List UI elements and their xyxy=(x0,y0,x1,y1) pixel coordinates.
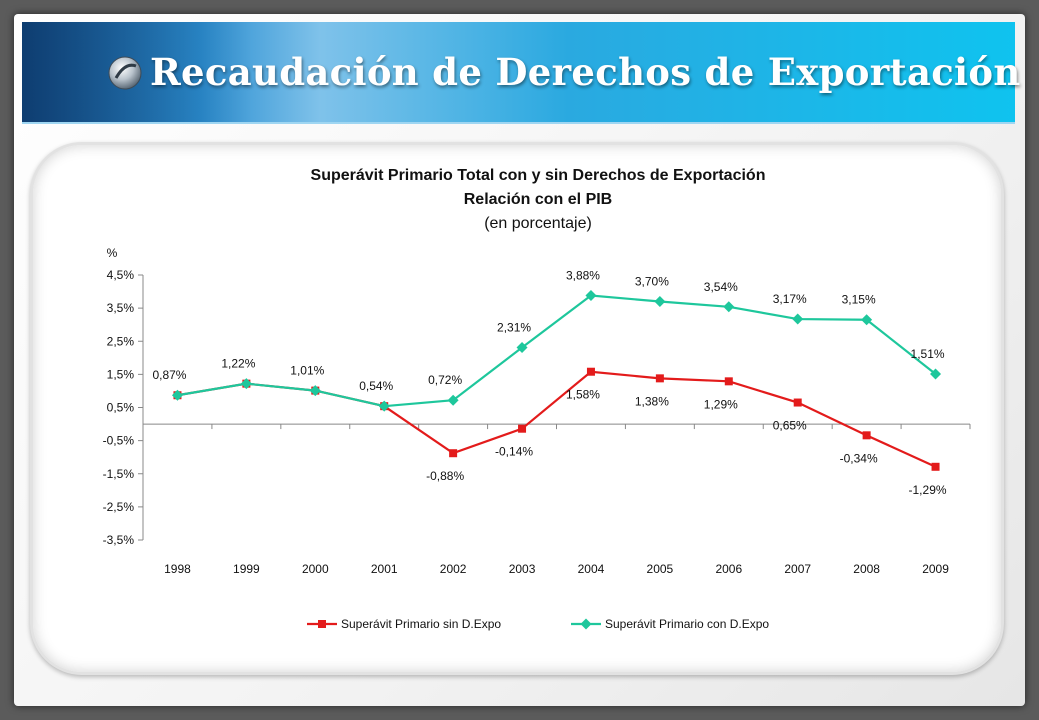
x-tick-label: 2007 xyxy=(784,562,811,576)
data-point-square xyxy=(586,367,595,376)
data-label: 2,31% xyxy=(497,321,531,335)
data-label: 1,29% xyxy=(704,397,738,411)
data-label: 3,17% xyxy=(773,292,807,306)
data-point-diamond xyxy=(309,385,321,397)
x-tick-label: 2002 xyxy=(440,562,467,576)
x-tick-label: 1998 xyxy=(164,562,191,576)
x-tick-label: 2001 xyxy=(371,562,398,576)
series-line xyxy=(177,294,937,408)
data-label: 0,87% xyxy=(152,368,186,382)
y-tick-label: 3,5% xyxy=(107,301,135,315)
data-point-diamond xyxy=(792,313,804,325)
data-label: 1,38% xyxy=(635,394,669,408)
legend-label: Superávit Primario sin D.Expo xyxy=(341,617,501,631)
data-point-diamond xyxy=(240,378,252,390)
x-tick-label: 1999 xyxy=(233,562,260,576)
y-tick-label: -2,5% xyxy=(103,500,135,514)
data-label: -0,34% xyxy=(840,451,878,465)
data-label: -0,88% xyxy=(426,469,464,483)
data-point-square xyxy=(655,374,664,383)
data-point-square xyxy=(931,462,940,471)
data-point-square xyxy=(518,424,527,433)
y-tick-label: 2,5% xyxy=(107,334,135,348)
data-label: 1,58% xyxy=(566,388,600,402)
sphere-bullet-icon xyxy=(108,56,142,90)
data-point-diamond xyxy=(516,342,528,354)
data-label: 3,70% xyxy=(635,275,669,289)
data-label: 3,54% xyxy=(704,280,738,294)
data-point-square xyxy=(318,620,326,628)
data-point-diamond xyxy=(585,290,597,302)
chart-subtitle: Relación con el PIB xyxy=(464,191,612,208)
data-point-diamond xyxy=(171,389,183,401)
x-tick-label: 2009 xyxy=(922,562,949,576)
x-tick-label: 2004 xyxy=(578,562,605,576)
title-banner: Recaudación de Derechos de Exportación xyxy=(22,22,1020,124)
y-tick-label: 0,5% xyxy=(107,401,135,415)
x-tick-label: 2003 xyxy=(509,562,536,576)
data-label: 1,51% xyxy=(911,347,945,361)
chart-title: Superávit Primario Total con y sin Derec… xyxy=(311,167,766,184)
slide: Recaudación de Derechos de Exportación S… xyxy=(14,14,1025,706)
data-point-diamond xyxy=(861,314,873,326)
data-point-diamond xyxy=(930,368,942,380)
data-label: 1,22% xyxy=(221,357,255,371)
slide-title: Recaudación de Derechos de Exportación xyxy=(150,50,1021,94)
data-label: -1,29% xyxy=(909,483,947,497)
x-tick-label: 2000 xyxy=(302,562,329,576)
y-tick-label: -1,5% xyxy=(103,467,135,481)
y-tick-label: -3,5% xyxy=(103,533,135,547)
chart: Superávit Primario Total con y sin Derec… xyxy=(103,167,971,631)
chart-subtitle-units: (en porcentaje) xyxy=(484,215,592,232)
y-tick-label: 4,5% xyxy=(107,268,135,282)
data-point-square xyxy=(449,449,458,458)
data-point-diamond xyxy=(723,301,735,313)
legend: Superávit Primario sin D.Expo Superávit P… xyxy=(307,617,769,631)
x-tick-label: 2008 xyxy=(853,562,880,576)
legend-label: Superávit Primario con D.Expo xyxy=(605,617,769,631)
data-point-square xyxy=(862,431,871,440)
data-point-diamond xyxy=(654,296,666,307)
data-point-diamond xyxy=(378,400,390,412)
data-point-diamond xyxy=(580,618,592,630)
y-tick-label: -0,5% xyxy=(103,434,135,448)
data-label: 0,54% xyxy=(359,379,393,393)
data-label: -0,14% xyxy=(495,445,533,459)
x-tick-label: 2005 xyxy=(647,562,674,576)
data-label: 3,15% xyxy=(842,293,876,307)
y-axis-label: % xyxy=(107,246,118,260)
data-point-diamond xyxy=(447,394,459,406)
data-point-square xyxy=(724,377,733,386)
data-label: 0,65% xyxy=(773,419,807,433)
data-point-square xyxy=(793,398,802,407)
series-line xyxy=(177,370,936,468)
y-tick-label: 1,5% xyxy=(107,367,135,381)
x-tick-label: 2006 xyxy=(715,562,742,576)
chart-card: Superávit Primario Total con y sin Derec… xyxy=(30,142,1004,675)
data-label: 0,72% xyxy=(428,373,462,387)
data-label: 3,88% xyxy=(566,269,600,283)
plot-area: 4,5% 3,5% 2,5% 1,5% 0,5% -0,5% -1,5% -2,5% -3,5%… xyxy=(103,268,971,576)
data-label: 1,01% xyxy=(290,364,324,378)
